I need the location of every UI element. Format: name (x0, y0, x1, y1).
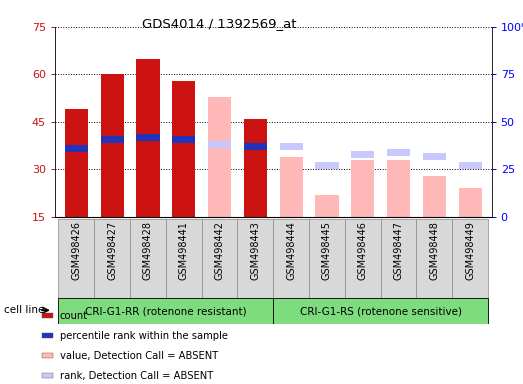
Bar (172, 136, 196, 142)
Bar (172, 81, 196, 217)
Text: cell line: cell line (4, 305, 44, 315)
Bar (94, 219, 130, 298)
Bar (452, 219, 488, 298)
Bar (423, 153, 446, 160)
Bar (208, 141, 231, 148)
Bar (381, 219, 416, 298)
Bar (237, 219, 273, 298)
Text: CRI-G1-RS (rotenone sensitive): CRI-G1-RS (rotenone sensitive) (300, 306, 462, 316)
Bar (244, 119, 267, 217)
Bar (202, 219, 237, 298)
Text: GSM498426: GSM498426 (72, 221, 82, 280)
Bar (423, 176, 446, 217)
Bar (387, 149, 410, 156)
Bar (279, 143, 303, 150)
Bar (137, 134, 160, 141)
Bar (100, 74, 124, 217)
Text: GSM498449: GSM498449 (465, 221, 475, 280)
Text: CRI-G1-RR (rotenone resistant): CRI-G1-RR (rotenone resistant) (85, 306, 247, 316)
Bar (279, 157, 303, 217)
Bar (315, 195, 338, 217)
Text: GSM498443: GSM498443 (251, 221, 260, 280)
Bar (130, 219, 166, 298)
Bar (65, 145, 88, 152)
Text: GSM498446: GSM498446 (358, 221, 368, 280)
Bar (65, 109, 88, 217)
Bar (345, 219, 381, 298)
Bar (208, 97, 231, 217)
Bar (100, 136, 124, 142)
Text: count: count (60, 311, 88, 321)
Bar (459, 189, 482, 217)
Bar (166, 219, 202, 298)
Bar (351, 151, 374, 158)
Text: GSM498448: GSM498448 (429, 221, 439, 280)
Bar (137, 59, 160, 217)
Bar (273, 298, 488, 324)
Text: value, Detection Call = ABSENT: value, Detection Call = ABSENT (60, 351, 218, 361)
Bar (459, 162, 482, 169)
Text: GSM498445: GSM498445 (322, 221, 332, 280)
Text: GSM498441: GSM498441 (179, 221, 189, 280)
Bar (351, 160, 374, 217)
Bar (416, 219, 452, 298)
Bar (315, 162, 338, 169)
Text: rank, Detection Call = ABSENT: rank, Detection Call = ABSENT (60, 371, 213, 381)
Bar (273, 219, 309, 298)
Bar (59, 298, 273, 324)
Bar (387, 160, 410, 217)
Text: GSM498427: GSM498427 (107, 221, 117, 280)
Bar (244, 143, 267, 150)
Text: GSM498442: GSM498442 (214, 221, 224, 280)
Text: percentile rank within the sample: percentile rank within the sample (60, 331, 228, 341)
Text: GSM498444: GSM498444 (286, 221, 296, 280)
Bar (309, 219, 345, 298)
Bar (59, 219, 94, 298)
Text: GSM498447: GSM498447 (393, 221, 404, 280)
Text: GSM498428: GSM498428 (143, 221, 153, 280)
Text: GDS4014 / 1392569_at: GDS4014 / 1392569_at (142, 17, 297, 30)
